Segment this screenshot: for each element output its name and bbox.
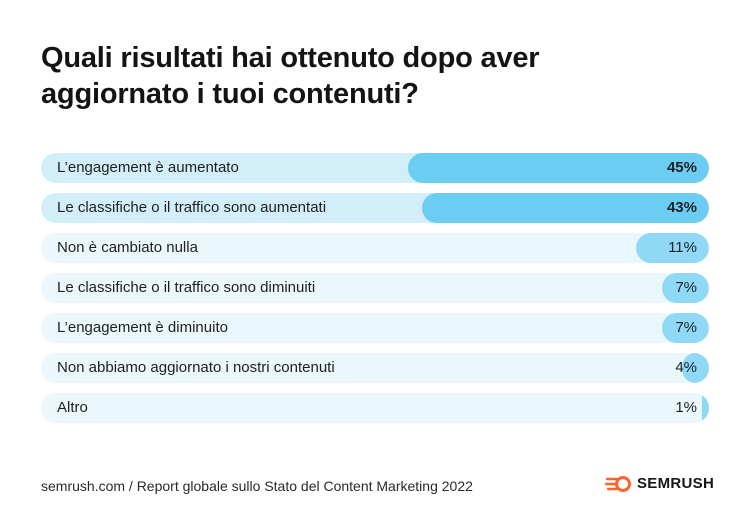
bar: [408, 153, 709, 183]
value-label: 7%: [675, 279, 697, 296]
bar: [635, 233, 709, 263]
bar-row: Le classifiche o il traffico sono diminu…: [41, 273, 709, 303]
value-label: 7%: [675, 319, 697, 336]
category-label: L’engagement è aumentato: [57, 159, 239, 176]
bar-row: Le classifiche o il traffico sono aument…: [41, 193, 709, 223]
value-label: 4%: [675, 359, 697, 376]
category-label: L’engagement è diminuito: [57, 319, 228, 336]
category-label: Le classifiche o il traffico sono aument…: [57, 199, 327, 216]
semrush-flame-icon: [605, 475, 631, 492]
bar: [682, 353, 709, 383]
bar: [662, 273, 709, 303]
bar-chart: L’engagement è aumentato 45% Le classifich…: [41, 153, 709, 433]
chart-title: Quali risultati hai ottenuto dopo aver a…: [41, 42, 540, 110]
value-label: 11%: [668, 239, 697, 256]
bar: [702, 393, 709, 423]
semrush-logo: SEMRUSH: [605, 475, 714, 492]
bar: [421, 193, 709, 223]
value-label: 43%: [666, 199, 697, 216]
category-label: Le classifiche o il traffico sono diminu…: [57, 279, 316, 296]
category-label: Non è cambiato nulla: [57, 239, 198, 256]
bar-row: Non è cambiato nulla 11%: [41, 233, 709, 263]
bar-row: Non abbiamo aggiornato i nostri contenut…: [41, 353, 709, 383]
source-note: semrush.com / Report globale sullo Stato…: [41, 478, 473, 494]
bar-row: L’engagement è diminuito 7%: [41, 313, 709, 343]
bar: [662, 313, 709, 343]
value-label: 1%: [675, 399, 697, 416]
category-label: Non abbiamo aggiornato i nostri contenut…: [57, 359, 335, 376]
bar-row: L’engagement è aumentato 45%: [41, 153, 709, 183]
value-label: 45%: [666, 159, 697, 176]
bar-row: Altro 1%: [41, 393, 709, 423]
category-label: Altro: [57, 399, 88, 416]
semrush-wordmark: SEMRUSH: [637, 475, 715, 492]
